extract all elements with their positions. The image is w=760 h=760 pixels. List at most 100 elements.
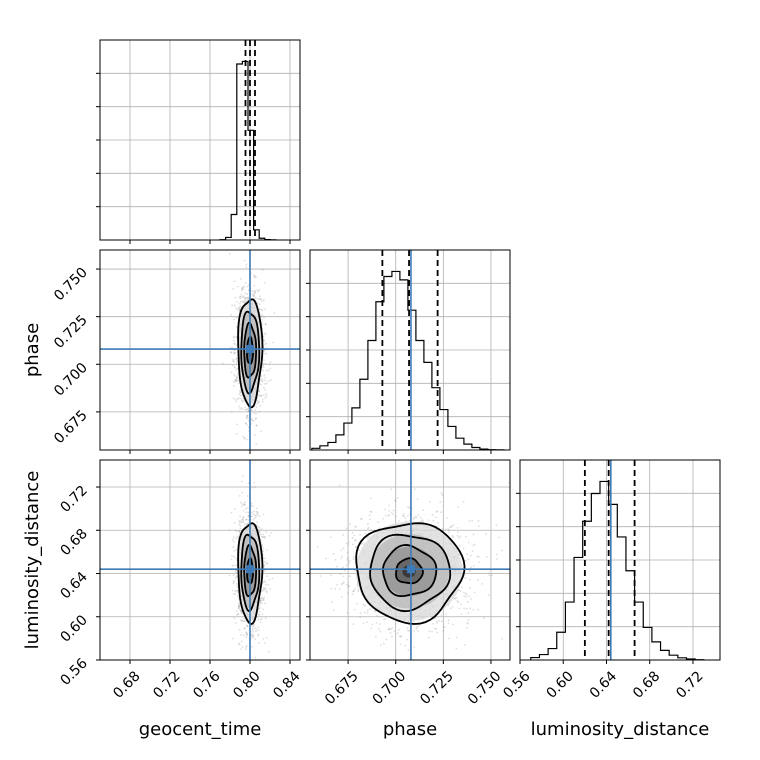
sample-point — [239, 527, 242, 530]
sample-point — [259, 405, 262, 407]
sample-point — [233, 343, 236, 346]
sample-point — [405, 520, 408, 523]
sample-point — [377, 521, 380, 523]
x-tick-label: 0.725 — [417, 668, 457, 708]
sample-point — [402, 515, 405, 518]
sample-point — [455, 597, 458, 599]
sample-point — [258, 308, 261, 311]
sample-point — [232, 358, 234, 361]
sample-point — [375, 621, 378, 624]
sample-point — [235, 316, 238, 319]
x-axis-label: geocent_time — [139, 719, 262, 740]
sample-point — [254, 656, 257, 659]
sample-point — [238, 530, 241, 533]
sample-point — [257, 401, 260, 404]
sample-point — [253, 510, 256, 513]
sample-point — [469, 554, 472, 557]
sample-point — [345, 564, 348, 567]
sample-point — [355, 525, 358, 528]
sample-point — [263, 596, 266, 599]
sample-point — [387, 628, 390, 631]
sample-point — [263, 587, 266, 590]
sample-point — [420, 516, 422, 519]
sample-point — [245, 415, 248, 418]
sample-point — [369, 608, 371, 611]
sample-point — [464, 577, 467, 579]
sample-point — [449, 526, 452, 529]
sample-point — [346, 583, 348, 586]
sample-point — [235, 336, 237, 339]
sample-point — [235, 432, 238, 435]
sample-point — [457, 506, 460, 509]
panel-frame — [99, 249, 301, 451]
sample-point — [481, 582, 484, 585]
sample-point — [495, 557, 498, 560]
sample-point — [260, 430, 262, 433]
sample-point — [247, 519, 250, 521]
sample-point — [261, 398, 264, 401]
sample-point — [246, 438, 249, 441]
sample-point — [232, 536, 235, 539]
sample-point — [329, 536, 332, 539]
sample-point — [263, 359, 265, 362]
contour-line — [243, 543, 258, 598]
sample-point — [251, 409, 253, 412]
sample-point — [477, 520, 480, 522]
sample-point — [243, 399, 246, 402]
sample-point — [472, 544, 475, 547]
sample-point — [254, 418, 257, 420]
sample-point — [245, 263, 248, 266]
sample-point — [358, 549, 360, 552]
sample-point — [260, 383, 262, 386]
panel-frame — [99, 459, 301, 661]
sample-point — [246, 423, 248, 426]
sample-point — [346, 558, 349, 561]
sample-point — [239, 634, 242, 636]
sample-point — [364, 532, 367, 535]
sample-point — [240, 480, 243, 483]
sample-point — [263, 332, 266, 335]
sample-point — [243, 620, 246, 623]
sample-point — [421, 520, 424, 523]
sample-point — [245, 408, 248, 411]
histogram-panel-phase — [306, 249, 511, 454]
sample-point — [263, 536, 266, 539]
sample-point — [264, 383, 266, 385]
sample-point — [256, 514, 259, 516]
sample-point — [246, 285, 249, 288]
sample-point — [488, 574, 491, 577]
sample-point — [254, 486, 257, 488]
sample-point — [262, 364, 265, 367]
sample-point — [241, 286, 244, 289]
sample-point — [242, 634, 245, 637]
sample-point — [239, 391, 242, 394]
sample-point — [413, 488, 416, 491]
sample-point — [252, 295, 255, 298]
sample-point — [260, 379, 263, 382]
sample-point — [247, 482, 250, 484]
sample-point — [255, 442, 258, 445]
sample-point — [250, 502, 253, 505]
sample-point — [228, 529, 231, 531]
contour-line — [382, 544, 438, 598]
sample-point — [252, 631, 254, 633]
sample-point — [259, 298, 262, 301]
sample-point — [259, 395, 262, 398]
sample-point — [262, 536, 265, 539]
sample-point — [259, 620, 262, 623]
sample-point — [258, 303, 261, 306]
sample-point — [253, 514, 256, 517]
sample-point — [257, 629, 260, 632]
sample-point — [236, 586, 239, 588]
sample-point — [376, 614, 379, 617]
sample-point — [367, 526, 370, 529]
sample-point — [235, 378, 238, 381]
sample-point — [263, 557, 266, 560]
sample-point — [239, 515, 242, 518]
sample-point — [330, 574, 333, 577]
sample-point — [252, 294, 255, 297]
sample-point — [235, 610, 238, 612]
sample-point — [348, 562, 350, 565]
sample-point — [447, 619, 450, 622]
sample-point — [234, 592, 237, 595]
